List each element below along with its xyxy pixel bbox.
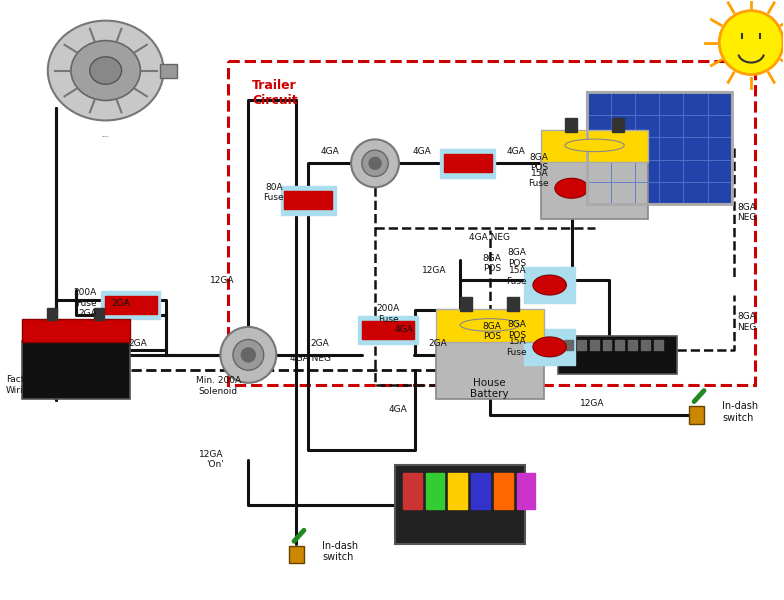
Bar	[285, 191, 332, 209]
Bar	[281, 186, 336, 215]
Bar	[541, 130, 648, 162]
Text: 200A
Fuse: 200A Fuse	[376, 304, 400, 323]
Ellipse shape	[533, 275, 566, 295]
Bar	[629, 340, 637, 350]
Bar	[395, 464, 524, 544]
Text: 12GA
'On': 12GA 'On'	[199, 450, 223, 469]
Bar	[426, 473, 445, 509]
Bar	[460, 297, 472, 311]
Circle shape	[362, 150, 388, 176]
Bar	[524, 267, 575, 303]
Text: 15A
Fuse: 15A Fuse	[506, 337, 527, 356]
Text: Starting
Battery: Starting Battery	[55, 375, 96, 397]
Bar	[94, 308, 104, 320]
Bar	[641, 340, 651, 350]
Text: In-dash
switch: In-dash switch	[322, 541, 358, 562]
Text: 8GA
NEG: 8GA NEG	[737, 203, 757, 222]
Bar	[590, 340, 598, 350]
Circle shape	[351, 139, 399, 187]
Bar	[362, 321, 414, 339]
Bar	[22, 341, 129, 398]
Bar	[688, 406, 704, 424]
Text: 4GA: 4GA	[506, 148, 525, 157]
Text: 8GA
POS: 8GA POS	[530, 152, 549, 172]
Text: In-dash
switch: In-dash switch	[722, 401, 758, 422]
Bar	[47, 308, 57, 320]
Ellipse shape	[460, 319, 520, 331]
Text: 4GA: 4GA	[412, 148, 431, 157]
Text: 4GA: 4GA	[321, 148, 339, 157]
Bar	[524, 329, 575, 365]
Bar	[159, 64, 177, 77]
Text: 8GA
NEG: 8GA NEG	[737, 312, 757, 332]
Bar	[101, 290, 161, 319]
Bar	[289, 545, 304, 563]
Text: 12GA: 12GA	[423, 266, 447, 275]
Ellipse shape	[89, 57, 122, 84]
Text: Alternator?: Alternator?	[102, 136, 110, 137]
Bar	[448, 473, 467, 509]
Text: 2GA: 2GA	[429, 339, 447, 348]
Text: Factory
Wiring: Factory Wiring	[6, 375, 39, 395]
Text: 4GA: 4GA	[394, 325, 413, 334]
Bar	[105, 296, 157, 314]
Ellipse shape	[565, 139, 624, 152]
Bar	[517, 473, 535, 509]
Bar	[471, 473, 490, 509]
Bar	[494, 473, 513, 509]
Bar	[436, 341, 543, 399]
Text: 12GA: 12GA	[580, 399, 604, 408]
Bar	[541, 161, 648, 220]
Bar	[587, 92, 731, 204]
Circle shape	[220, 327, 276, 383]
Bar	[615, 340, 625, 350]
Ellipse shape	[71, 41, 140, 100]
Text: 2GA: 2GA	[129, 339, 147, 348]
Bar	[603, 340, 612, 350]
Bar	[546, 170, 597, 206]
Circle shape	[369, 157, 381, 169]
Bar	[557, 336, 677, 374]
Ellipse shape	[555, 178, 588, 198]
Bar	[22, 319, 129, 342]
Bar	[507, 297, 520, 311]
Bar	[612, 118, 624, 131]
Text: 4GA: 4GA	[388, 405, 407, 414]
Text: 4GA NEG: 4GA NEG	[290, 354, 331, 363]
Text: 2GA: 2GA	[78, 310, 96, 319]
Text: 15A
Fuse: 15A Fuse	[528, 169, 549, 188]
Ellipse shape	[48, 20, 164, 121]
Circle shape	[241, 348, 256, 362]
Text: 2GA: 2GA	[310, 339, 329, 348]
Bar	[436, 309, 543, 341]
Bar	[358, 316, 418, 344]
Text: 15A
Fuse: 15A Fuse	[506, 266, 527, 286]
Bar	[576, 340, 586, 350]
Text: 8GA
POS: 8GA POS	[508, 320, 527, 340]
Text: 2GA: 2GA	[111, 299, 130, 308]
Text: 200A
Fuse: 200A Fuse	[74, 289, 96, 308]
Text: House
Battery: House Battery	[470, 378, 509, 400]
Bar	[564, 118, 577, 131]
Bar	[655, 340, 663, 350]
Bar	[228, 61, 755, 385]
Circle shape	[719, 11, 783, 74]
Bar	[564, 340, 572, 350]
Ellipse shape	[533, 337, 566, 357]
Bar	[441, 149, 495, 178]
Text: 8GA
POS: 8GA POS	[482, 254, 501, 273]
Text: Trailer
Circuit: Trailer Circuit	[252, 79, 298, 107]
Text: 4GA NEG: 4GA NEG	[470, 233, 510, 242]
Bar	[403, 473, 422, 509]
Bar	[587, 92, 731, 204]
Circle shape	[233, 340, 263, 370]
Text: 8GA
POS: 8GA POS	[508, 248, 527, 268]
Text: Min. 200A
Solenoid: Min. 200A Solenoid	[196, 376, 241, 395]
Bar	[444, 154, 492, 172]
Text: 80A
Fuse: 80A Fuse	[263, 182, 283, 202]
Text: 12GA: 12GA	[210, 275, 234, 284]
Text: 8GA
POS: 8GA POS	[482, 322, 501, 341]
